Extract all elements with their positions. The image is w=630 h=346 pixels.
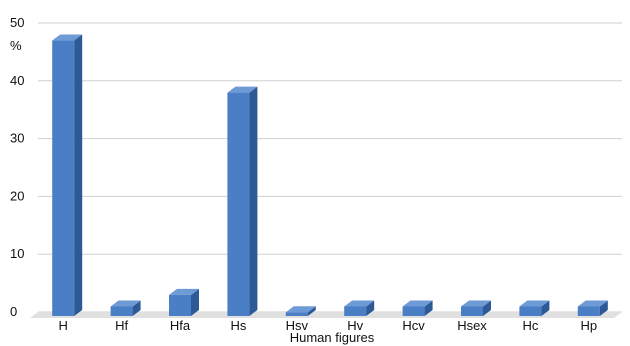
bar-side [424, 300, 433, 316]
x-tick-label: Hp [580, 318, 597, 333]
x-axis-label: Human figures [290, 330, 375, 345]
bar-front [52, 40, 75, 317]
x-tick-label: Hv [347, 318, 363, 333]
bar-side [307, 306, 316, 316]
bar-top [227, 86, 258, 93]
bar-side [599, 300, 608, 316]
bar [110, 300, 141, 316]
bar [461, 300, 491, 316]
bar-side [366, 300, 375, 316]
bar-top [110, 300, 141, 307]
y-axis-label: % [10, 38, 22, 53]
bar-side [483, 300, 491, 316]
x-tick-label: Hsv [286, 318, 309, 333]
bar-side [191, 288, 199, 316]
bar-side [74, 34, 83, 317]
bar-front [285, 312, 308, 316]
bar-front [344, 306, 367, 316]
bar-front [169, 294, 191, 316]
x-axis-ticks: H Hf Hfa Hs Hsv Hv Hcv Hsex Hc Hp [59, 318, 598, 333]
y-tick-label: 30 [10, 131, 24, 146]
bar-top [577, 300, 608, 307]
bar-side [541, 300, 550, 316]
bar-front [402, 306, 425, 316]
bar-top [461, 300, 491, 307]
bar-front [227, 92, 250, 316]
bar-side [249, 86, 258, 316]
bar-front [461, 306, 483, 316]
y-tick-label: 0 [10, 304, 17, 319]
x-tick-label: Hf [115, 318, 128, 333]
bar [52, 34, 83, 317]
bar [285, 306, 316, 316]
bar-top [52, 34, 83, 41]
x-tick-label: Hsex [457, 318, 487, 333]
y-tick-label: 20 [10, 188, 24, 203]
bar-side [132, 300, 141, 316]
bar [519, 300, 550, 316]
bar [169, 288, 199, 316]
x-tick-label: Hc [522, 318, 538, 333]
x-tick-label: Hs [230, 318, 246, 333]
y-tick-label: 10 [10, 246, 24, 261]
x-tick-label: Hcv [402, 318, 425, 333]
bar [227, 86, 258, 316]
gridlines [38, 22, 622, 313]
y-tick-label: 50 [10, 15, 24, 30]
bars [52, 34, 608, 317]
x-tick-label: H [59, 318, 68, 333]
bar-top [402, 300, 433, 307]
bar-top [285, 306, 316, 313]
bar [577, 300, 608, 316]
bar-front [519, 306, 542, 316]
x-tick-label: Hfa [170, 318, 191, 333]
bar-front [577, 306, 600, 316]
bar-front [110, 306, 133, 316]
bar-top [169, 288, 199, 295]
y-tick-label: 40 [10, 73, 24, 88]
bar-top [519, 300, 550, 307]
y-axis-ticks: 0 10 20 30 40 50 [10, 15, 24, 319]
bar-top [344, 300, 375, 307]
bar [344, 300, 375, 316]
bar [402, 300, 433, 316]
